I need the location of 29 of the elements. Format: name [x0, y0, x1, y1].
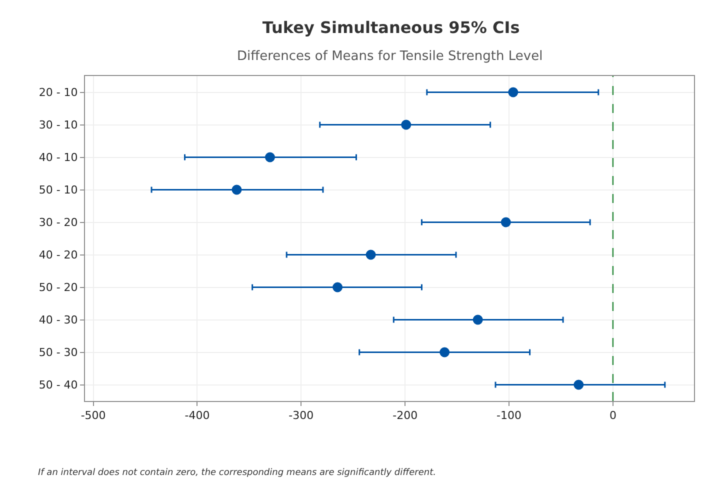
y-tick-label: 40 - 10 — [38, 151, 78, 164]
y-tick-label: 40 - 30 — [38, 314, 78, 327]
point — [574, 380, 584, 390]
y-tick-label: 20 - 10 — [38, 86, 78, 100]
chart-title: Tukey Simultaneous 95% CIs — [262, 18, 520, 37]
y-tick-label: 40 - 20 — [38, 248, 78, 262]
y-tick-label: 50 - 20 — [38, 281, 78, 294]
y-tick-label: 50 - 30 — [38, 346, 78, 360]
y-tick-label: 30 - 10 — [38, 118, 78, 132]
x-tick-label: -300 — [288, 409, 314, 422]
point — [508, 87, 518, 98]
chart-subtitle: Differences of Means for Tensile Strength Level — [237, 49, 543, 64]
x-tick-label: -500 — [80, 409, 106, 422]
point — [332, 282, 343, 292]
point — [500, 217, 511, 228]
y-tick-label: 50 - 40 — [38, 378, 78, 392]
x-tick-label: -200 — [392, 409, 418, 422]
point — [440, 347, 450, 358]
y-tick-label: 30 - 20 — [38, 216, 78, 230]
y-tick-label: 50 - 10 — [38, 184, 78, 197]
x-tick-label: 0 — [609, 409, 616, 422]
point — [366, 250, 376, 260]
x-tick-label: -100 — [496, 409, 522, 422]
point — [472, 314, 483, 325]
text: If an interval does not contain zero, the corresponding means are significantly different. — [38, 468, 436, 478]
x-tick-label: -400 — [184, 409, 210, 422]
point — [401, 120, 412, 130]
point — [232, 184, 242, 195]
point — [264, 152, 275, 162]
